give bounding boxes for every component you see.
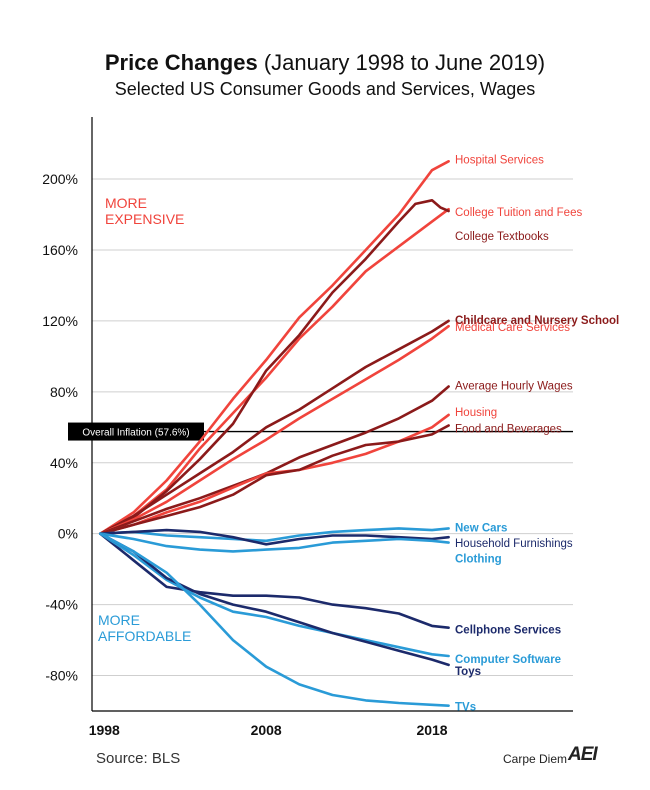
- y-tick-label: 40%: [50, 455, 78, 471]
- title-date-range: (January 1998 to June 2019): [257, 50, 546, 75]
- title-bold: Price Changes: [104, 50, 258, 75]
- series-line-food-and-beverages: [99, 424, 450, 536]
- y-tick-label: 200%: [42, 171, 78, 187]
- series-label: Average Hourly Wages: [455, 381, 573, 393]
- series-line-medical-care-services: [99, 324, 450, 536]
- inflation-label-box: [68, 422, 204, 441]
- series-label: Medical Care Services: [455, 322, 570, 334]
- brand-text: Carpe Diem: [503, 752, 568, 766]
- series-label: Household Furnishings: [455, 538, 573, 550]
- series-line-household-furnishings: [99, 528, 450, 546]
- y-tick-label: 80%: [50, 384, 78, 400]
- series-line-college-textbooks: [99, 199, 450, 536]
- series-label: College Textbooks: [455, 231, 549, 243]
- series-line-average-hourly-wages: [99, 385, 450, 536]
- y-tick-label: 160%: [42, 242, 78, 258]
- series-label: TVs: [455, 702, 476, 714]
- annotation-more-expensive: MORE: [105, 195, 147, 211]
- series-line-computer-software: [99, 532, 450, 658]
- series-line-college-tuition-and-fees: [99, 207, 450, 536]
- series-line-hospital-services: [99, 160, 450, 536]
- series-line-clothing: [99, 532, 450, 553]
- chart-subtitle: Selected US Consumer Goods and Services,…: [114, 79, 536, 99]
- series-label: Toys: [455, 666, 481, 678]
- y-tick-label: -80%: [45, 668, 78, 684]
- series-line-childcare-and-nursery-school: [99, 319, 450, 536]
- series-label: College Tuition and Fees: [455, 207, 582, 219]
- series-label: Childcare and Nursery School: [455, 315, 619, 327]
- inflation-label: Overall Inflation (57.6%): [82, 428, 189, 439]
- x-tick-label: 2008: [251, 722, 282, 738]
- chart-title: Price Changes (January 1998 to June 2019…: [0, 50, 650, 76]
- source-note: Source: BLS: [96, 750, 181, 767]
- annotation-more-affordable: MORE: [98, 612, 140, 628]
- series-line-new-cars: [99, 527, 450, 543]
- aei-logo: AEI: [568, 744, 598, 765]
- series-line-toys: [99, 532, 450, 667]
- series-label: Cellphone Services: [455, 625, 561, 637]
- series-label: Hospital Services: [455, 154, 544, 166]
- series-label: New Cars: [455, 522, 507, 534]
- series-line-cellphone-services: [99, 532, 450, 630]
- y-tick-label: 0%: [58, 526, 78, 542]
- x-tick-label: 1998: [89, 722, 120, 738]
- y-tick-label: 120%: [42, 313, 78, 329]
- annotation-more-affordable: AFFORDABLE: [98, 628, 191, 644]
- series-label: Food and Beverages: [455, 424, 562, 436]
- x-tick-label: 2018: [416, 722, 447, 738]
- y-tick-label: -40%: [45, 597, 78, 613]
- series-line-tvs: [99, 532, 450, 708]
- series-label: Computer Software: [455, 654, 561, 666]
- annotation-more-expensive: EXPENSIVE: [105, 211, 184, 227]
- series-label: Clothing: [455, 554, 502, 566]
- series-label: Housing: [455, 407, 497, 419]
